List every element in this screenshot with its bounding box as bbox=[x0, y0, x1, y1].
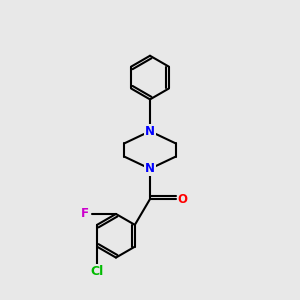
Text: N: N bbox=[145, 162, 155, 175]
Text: F: F bbox=[81, 207, 89, 220]
Text: N: N bbox=[145, 125, 155, 138]
Text: Cl: Cl bbox=[90, 265, 104, 278]
Text: O: O bbox=[178, 193, 188, 206]
